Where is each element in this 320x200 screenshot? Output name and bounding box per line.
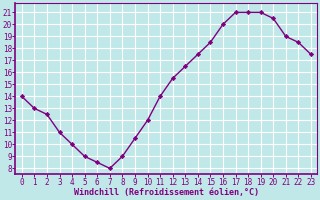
X-axis label: Windchill (Refroidissement éolien,°C): Windchill (Refroidissement éolien,°C)	[74, 188, 259, 197]
